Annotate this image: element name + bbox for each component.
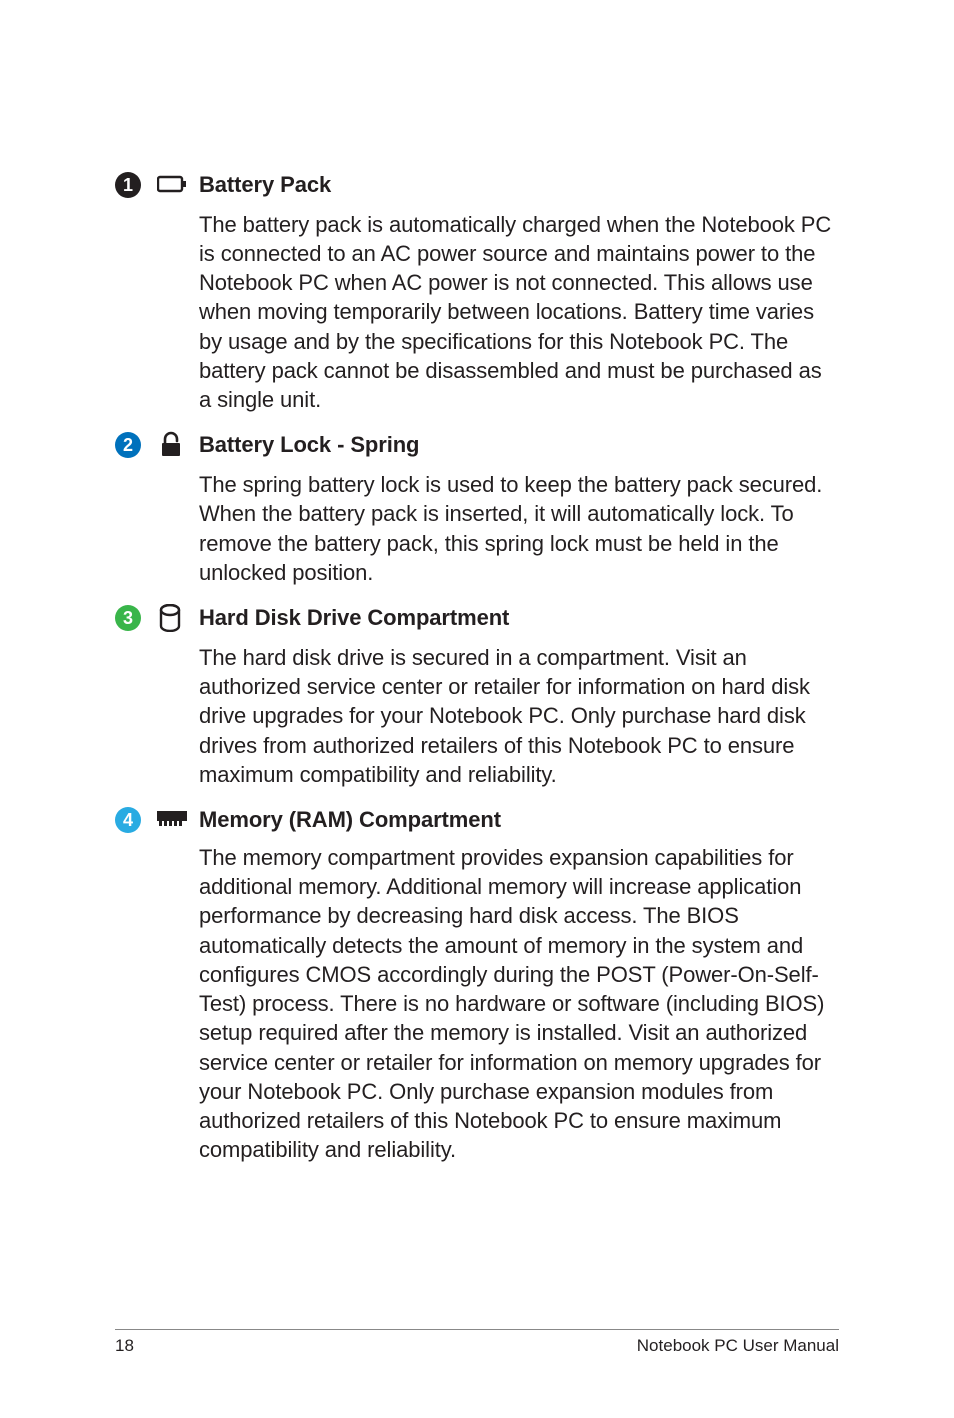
number-text: 2 — [123, 435, 133, 456]
number-text: 4 — [123, 810, 133, 831]
section-heading: Battery Pack — [199, 170, 839, 200]
section-hdd-compartment: 3 Hard Disk Drive Compartment The hard d… — [115, 603, 839, 789]
ram-icon — [157, 805, 199, 829]
number-marker: 4 — [115, 805, 157, 833]
number-circle-4: 4 — [115, 807, 141, 833]
number-circle-2: 2 — [115, 432, 141, 458]
number-marker: 3 — [115, 603, 157, 631]
section-battery-lock: 2 Battery Lock - Spring The spring batte… — [115, 430, 839, 587]
section-content: Battery Lock - Spring The spring battery… — [199, 430, 839, 587]
lock-icon — [157, 430, 199, 459]
page-number: 18 — [115, 1336, 134, 1356]
number-text: 1 — [123, 175, 133, 196]
page-content: 1 Battery Pack The battery pack is autom… — [0, 0, 954, 1165]
section-battery-pack: 1 Battery Pack The battery pack is autom… — [115, 170, 839, 414]
section-body: The spring battery lock is used to keep … — [199, 470, 839, 587]
battery-icon — [157, 170, 199, 197]
section-content: Hard Disk Drive Compartment The hard dis… — [199, 603, 839, 789]
section-body: The hard disk drive is secured in a comp… — [199, 643, 839, 789]
number-marker: 1 — [115, 170, 157, 198]
section-heading: Memory (RAM) Compartment — [199, 805, 839, 835]
section-body: The battery pack is automatically charge… — [199, 210, 839, 415]
number-circle-1: 1 — [115, 172, 141, 198]
section-heading: Battery Lock - Spring — [199, 430, 839, 460]
manual-title: Notebook PC User Manual — [637, 1336, 839, 1356]
section-content: Battery Pack The battery pack is automat… — [199, 170, 839, 414]
hdd-icon — [157, 603, 199, 632]
section-ram-compartment: 4 Memory (RAM) Compartment The memory co… — [115, 805, 839, 1164]
number-text: 3 — [123, 608, 133, 629]
section-content: Memory (RAM) Compartment The memory comp… — [199, 805, 839, 1164]
section-body: The memory compartment provides expansio… — [199, 843, 839, 1165]
section-heading: Hard Disk Drive Compartment — [199, 603, 839, 633]
page-footer: 18 Notebook PC User Manual — [115, 1329, 839, 1356]
number-marker: 2 — [115, 430, 157, 458]
number-circle-3: 3 — [115, 605, 141, 631]
